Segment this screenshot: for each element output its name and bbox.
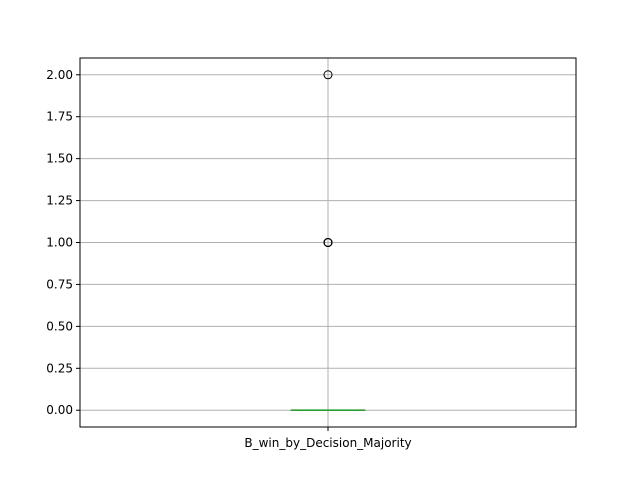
y-tick-label: 0.50 bbox=[46, 319, 73, 333]
y-tick-label: 0.25 bbox=[46, 361, 73, 375]
y-tick-label: 2.00 bbox=[46, 68, 73, 82]
x-tick-label: B_win_by_Decision_Majority bbox=[244, 436, 411, 450]
x-axis-ticks: B_win_by_Decision_Majority bbox=[244, 427, 412, 450]
y-tick-label: 1.50 bbox=[46, 152, 73, 166]
y-tick-label: 1.75 bbox=[46, 110, 73, 124]
outlier-points bbox=[323, 70, 333, 247]
y-tick-label: 1.25 bbox=[46, 194, 73, 208]
y-tick-label: 1.00 bbox=[46, 236, 73, 250]
outlier-point bbox=[323, 70, 333, 80]
outlier-point bbox=[323, 238, 333, 247]
plot-frame bbox=[79, 57, 577, 428]
y-tick-label: 0.75 bbox=[46, 277, 73, 291]
grid-lines bbox=[80, 58, 576, 427]
y-tick-label: 0.00 bbox=[46, 403, 73, 417]
y-axis-ticks: 0.00 0.25 0.50 0.75 1.00 1.25 1.50 1.75 2.00 bbox=[46, 68, 80, 417]
